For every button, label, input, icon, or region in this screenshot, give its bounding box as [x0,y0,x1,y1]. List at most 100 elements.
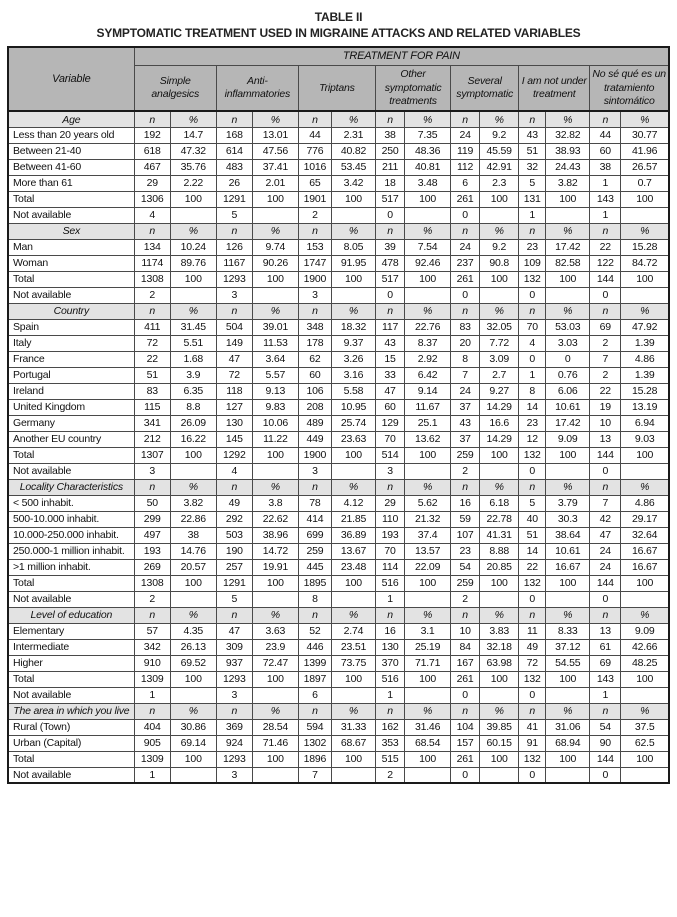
cell-n: 193 [133,542,171,560]
cell-n: 69 [589,654,622,672]
cell-n: 132 [518,270,547,288]
cell-n: 23 [518,414,547,432]
cell-n: 1174 [133,254,171,272]
cell-pct: 37.4 [404,526,452,544]
cell-pct: 40.82 [330,142,377,160]
cell-pct: 68.67 [330,734,377,752]
cell-pct: 100 [251,750,299,768]
cell-pct: 39.01 [251,318,299,336]
cell-n: 193 [375,526,406,544]
cell-n: 1307 [133,446,171,464]
cell-n: 122 [589,254,622,272]
cell-pct: 25.1 [404,414,452,432]
cell-pct: 31.45 [169,318,217,336]
cell-n: 11 [518,622,547,640]
col-subheader-pct: % [251,222,299,240]
cell-n: 1896 [297,750,332,768]
row-label: Italy [7,334,135,352]
cell-pct: 100 [251,270,299,288]
cell-pct: 100 [479,270,520,288]
row-label: Not available [7,206,135,224]
cell-pct [251,206,299,224]
cell-n: 130 [215,414,253,432]
cell-pct: 53.03 [545,318,591,336]
row-label: Not available [7,766,135,784]
cell-n: 478 [375,254,406,272]
cell-pct: 14.29 [479,430,520,448]
cell-pct: 71.71 [404,654,452,672]
cell-pct: 14.76 [169,542,217,560]
col-subheader-n: n [297,702,332,720]
cell-pct: 32.82 [545,126,591,144]
treatment-for-pain-header: TREATMENT FOR PAIN [133,46,670,66]
col-subheader-n: n [450,302,481,320]
cell-pct [169,686,217,704]
data-row: Not available 2 5 8 1 2 0 0 [7,590,670,608]
cell-pct: 54.55 [545,654,591,672]
cell-n: 10 [450,622,481,640]
cell-pct: 90.26 [251,254,299,272]
row-label: Germany [7,414,135,432]
cell-pct: 100 [404,190,452,208]
cell-pct: 29.17 [620,510,670,528]
cell-n: 4 [518,334,547,352]
cell-pct: 5.62 [404,494,452,512]
cell-pct [545,590,591,608]
cell-pct: 3.03 [545,334,591,352]
cell-n: 130 [375,638,406,656]
treatment-name-header: Several symptomatic [450,64,520,113]
cell-pct: 72.47 [251,654,299,672]
cell-pct: 7.54 [404,238,452,256]
cell-pct: 2.92 [404,350,452,368]
cell-pct: 53.45 [330,158,377,176]
col-subheader-pct: % [404,478,452,496]
cell-n: 38 [589,158,622,176]
cell-pct: 9.37 [330,334,377,352]
cell-n: 237 [450,254,481,272]
cell-pct: 23.51 [330,638,377,656]
col-subheader-n: n [133,478,171,496]
cell-n: 32 [518,158,547,176]
cell-pct [169,590,217,608]
cell-pct [251,286,299,304]
cell-n: 924 [215,734,253,752]
cell-pct [330,766,377,784]
col-subheader-pct: % [545,302,591,320]
cell-pct [404,686,452,704]
cell-pct: 14.7 [169,126,217,144]
data-row: Less than 20 years old 192 14.7 168 13.01 44 2… [7,126,670,144]
data-row: Woman 1174 89.76 1167 90.26 1747 91.95 478 92.46… [7,254,670,272]
cell-pct: 37.41 [251,158,299,176]
cell-n: 3 [133,462,171,480]
cell-n: 0 [375,206,406,224]
cell-pct: 0.76 [545,366,591,384]
cell-n: 84 [450,638,481,656]
cell-pct: 37.12 [545,638,591,656]
cell-n: 5 [518,494,547,512]
cell-n: 39 [375,238,406,256]
cell-n: 5 [518,174,547,192]
cell-n: 404 [133,718,171,736]
cell-n: 29 [375,494,406,512]
col-subheader-n: n [375,606,406,624]
section-name: Country [7,302,135,320]
cell-pct: 100 [169,190,217,208]
data-row: Elementary 57 4.35 47 3.63 52 2.74 16 3.1 10 3.83 1… [7,622,670,640]
cell-n: 118 [215,382,253,400]
cell-pct: 26.09 [169,414,217,432]
cell-n: 1747 [297,254,332,272]
cell-n: 1293 [215,270,253,288]
cell-pct [479,286,520,304]
row-label: Not available [7,462,135,480]
col-subheader-n: n [589,478,622,496]
cell-n: 24 [450,382,481,400]
cell-pct [620,206,670,224]
col-subheader-n: n [589,702,622,720]
cell-pct: 16.67 [620,558,670,576]
cell-pct: 14.72 [251,542,299,560]
cell-n: 107 [450,526,481,544]
cell-pct: 32.18 [479,638,520,656]
cell-pct: 26.57 [620,158,670,176]
cell-pct: 9.09 [545,430,591,448]
cell-pct: 6.42 [404,366,452,384]
